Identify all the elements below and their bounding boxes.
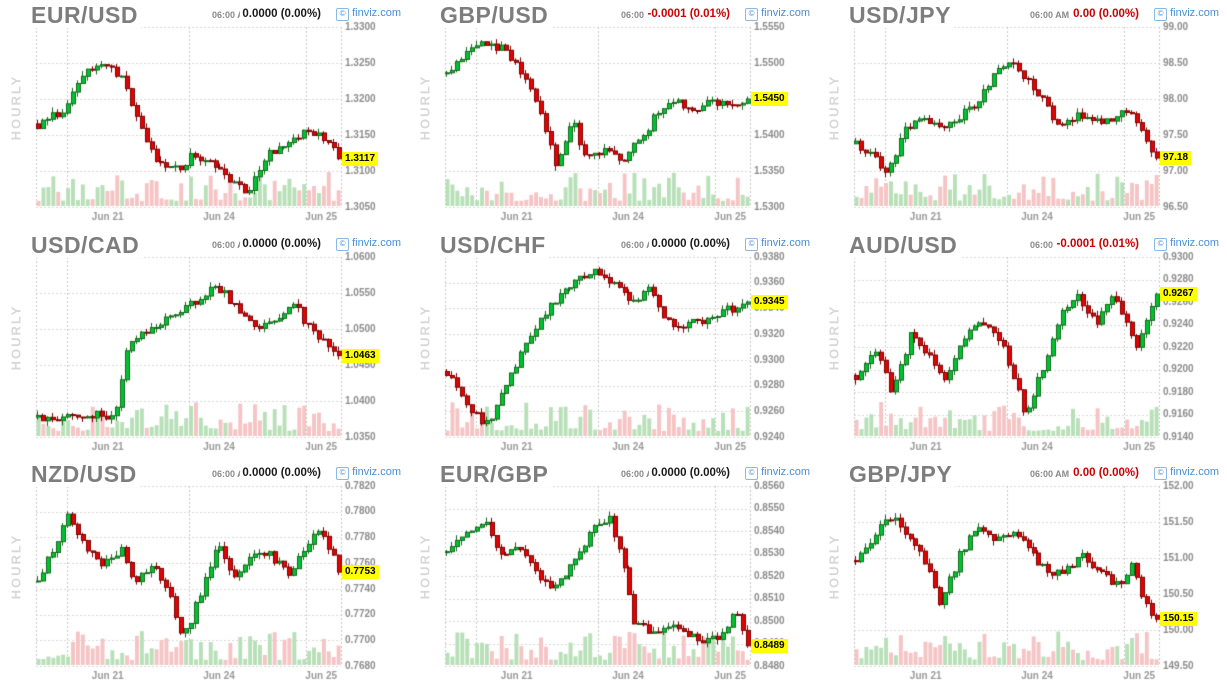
timeframe-label: HOURLY xyxy=(417,533,433,600)
finviz-logo-text: finviz.com xyxy=(761,7,810,19)
candlestick-chart-canvas[interactable] xyxy=(409,0,818,230)
finviz-logo-text: finviz.com xyxy=(1170,236,1219,249)
timeframe-label: HOURLY xyxy=(8,533,24,600)
pair-title: USD/JPY xyxy=(846,2,954,28)
change-label: 0.0000 (0.00%) xyxy=(240,467,323,480)
finviz-logo-text: finviz.com xyxy=(1170,466,1219,479)
candlestick-chart-canvas[interactable] xyxy=(818,459,1227,689)
finviz-logo[interactable]: © finviz.com xyxy=(743,466,812,481)
change-label: 0.00 (0.00%) xyxy=(1071,467,1141,480)
finviz-logo[interactable]: © finviz.com xyxy=(334,7,403,21)
copyright-icon: © xyxy=(1154,8,1168,21)
time-label: 06:00 AM xyxy=(210,469,254,480)
last-price-tag: 0.9267 xyxy=(1160,286,1197,301)
timeframe-label: HOURLY xyxy=(826,74,842,141)
time-label: 06:00 AM xyxy=(1028,469,1072,480)
change-label: 0.00 (0.00%) xyxy=(1071,8,1141,20)
last-price-tag: 97.18 xyxy=(1160,151,1192,165)
finviz-logo[interactable]: © finviz.com xyxy=(743,7,812,21)
candlestick-chart-canvas[interactable] xyxy=(409,459,818,689)
pair-title: GBP/USD xyxy=(437,2,552,28)
change-label: 0.0000 (0.00%) xyxy=(240,237,323,250)
finviz-logo-text: finviz.com xyxy=(352,7,401,19)
pair-title: EUR/USD xyxy=(28,2,142,28)
last-price-tag: 0.8489 xyxy=(751,639,788,654)
time-label: 06:00 AM xyxy=(210,10,254,20)
finviz-logo[interactable]: © finviz.com xyxy=(334,236,403,251)
finviz-logo-text: finviz.com xyxy=(352,466,401,479)
finviz-logo-text: finviz.com xyxy=(1170,7,1219,19)
chart-panel-gbpusd: HOURLY GBP/USD 06:00 AM -0.0001 (0.01%) … xyxy=(409,0,818,230)
finviz-logo[interactable]: © finviz.com xyxy=(1152,236,1221,251)
copyright-icon: © xyxy=(336,237,350,251)
chart-panel-usdchf: HOURLY USD/CHF 06:00 AM 0.0000 (0.00%) ©… xyxy=(409,229,818,460)
candlestick-chart-canvas[interactable] xyxy=(0,229,409,460)
timeframe-label: HOURLY xyxy=(417,304,433,371)
change-label: 0.0000 (0.00%) xyxy=(240,8,323,20)
finviz-logo[interactable]: © finviz.com xyxy=(743,236,812,251)
last-price-tag: 1.0463 xyxy=(342,348,379,363)
pair-title: GBP/JPY xyxy=(846,461,956,488)
change-label: -0.0001 (0.01%) xyxy=(1054,237,1141,250)
time-label: 06:00 AM xyxy=(619,469,663,480)
copyright-icon: © xyxy=(745,467,759,481)
change-label: 0.0000 (0.00%) xyxy=(649,467,732,480)
timeframe-label: HOURLY xyxy=(8,74,24,141)
candlestick-chart-canvas[interactable] xyxy=(818,229,1227,460)
copyright-icon: © xyxy=(745,8,759,21)
copyright-icon: © xyxy=(336,467,350,481)
finviz-logo-text: finviz.com xyxy=(352,236,401,249)
pair-title: EUR/GBP xyxy=(437,461,552,488)
candlestick-chart-canvas[interactable] xyxy=(0,459,409,689)
timeframe-label: HOURLY xyxy=(826,533,842,600)
chart-panel-eurgbp: HOURLY EUR/GBP 06:00 AM 0.0000 (0.00%) ©… xyxy=(409,459,818,689)
time-label: 06:00 AM xyxy=(210,239,254,250)
last-price-tag: 1.5450 xyxy=(751,92,788,106)
chart-panel-audusd: HOURLY AUD/USD 06:00 AM -0.0001 (0.01%) … xyxy=(818,229,1227,460)
time-label: 06:00 AM xyxy=(1028,10,1072,20)
time-label: 06:00 AM xyxy=(619,239,663,250)
pair-title: USD/CHF xyxy=(437,231,549,258)
timeframe-label: HOURLY xyxy=(8,304,24,371)
timeframe-label: HOURLY xyxy=(826,304,842,371)
time-label: 06:00 AM xyxy=(1028,239,1072,250)
finviz-logo[interactable]: © finviz.com xyxy=(1152,466,1221,481)
change-label: -0.0001 (0.01%) xyxy=(645,8,732,20)
copyright-icon: © xyxy=(336,8,350,21)
pair-title: NZD/USD xyxy=(28,461,140,488)
last-price-tag: 1.3117 xyxy=(342,152,379,166)
timeframe-label: HOURLY xyxy=(417,74,433,141)
chart-panel-gbpjpy: HOURLY GBP/JPY 06:00 AM 0.00 (0.00%) © fi… xyxy=(818,459,1227,689)
finviz-logo[interactable]: © finviz.com xyxy=(1152,7,1221,21)
last-price-tag: 150.15 xyxy=(1160,612,1197,627)
finviz-logo-text: finviz.com xyxy=(761,466,810,479)
pair-title: USD/CAD xyxy=(28,231,143,258)
chart-panel-nzdusd: HOURLY NZD/USD 06:00 AM 0.0000 (0.00%) ©… xyxy=(0,459,409,689)
last-price-tag: 0.7753 xyxy=(342,565,379,580)
last-price-tag: 0.9345 xyxy=(751,294,788,309)
candlestick-chart-canvas[interactable] xyxy=(0,0,409,230)
candlestick-chart-canvas[interactable] xyxy=(409,229,818,460)
copyright-icon: © xyxy=(1154,467,1168,481)
copyright-icon: © xyxy=(745,237,759,251)
chart-panel-usdcad: HOURLY USD/CAD 06:00 AM 0.0000 (0.00%) ©… xyxy=(0,229,409,460)
time-label: 06:00 AM xyxy=(619,10,663,20)
finviz-logo-text: finviz.com xyxy=(761,236,810,249)
copyright-icon: © xyxy=(1154,237,1168,251)
change-label: 0.0000 (0.00%) xyxy=(649,237,732,250)
pair-title: AUD/USD xyxy=(846,231,961,258)
chart-panel-eurusd: HOURLY EUR/USD 06:00 AM 0.0000 (0.00%) ©… xyxy=(0,0,409,230)
chart-panel-usdjpy: HOURLY USD/JPY 06:00 AM 0.00 (0.00%) © fi… xyxy=(818,0,1227,230)
finviz-logo[interactable]: © finviz.com xyxy=(334,466,403,481)
candlestick-chart-canvas[interactable] xyxy=(818,0,1227,230)
